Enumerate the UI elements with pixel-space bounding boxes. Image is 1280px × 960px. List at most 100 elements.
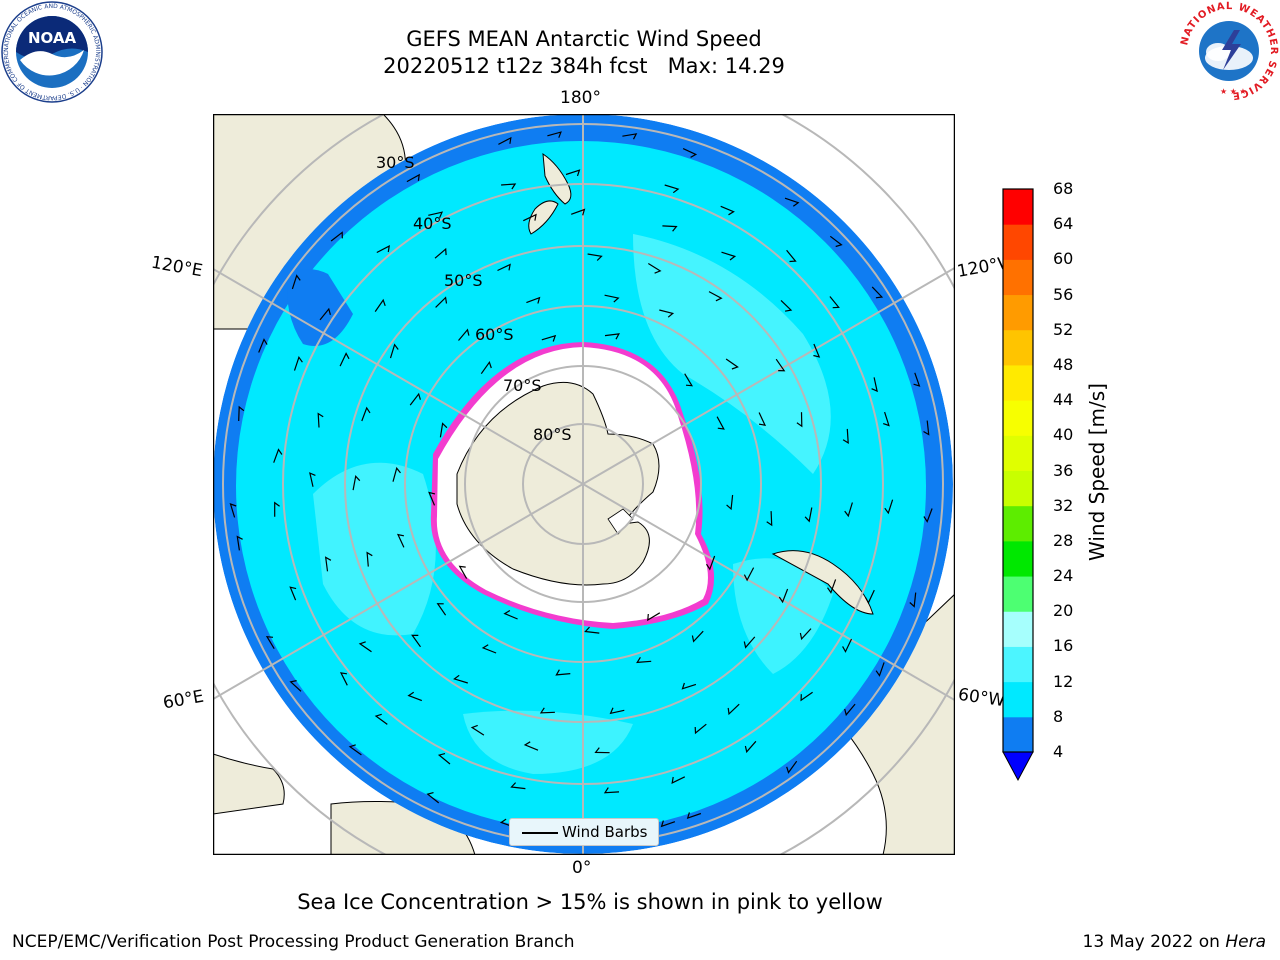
wind-barb [409,392,421,406]
wind-barb [555,669,571,676]
wind-barbs [229,131,933,835]
wind-barb [784,197,800,207]
wind-barb [273,448,283,463]
wind-barb [720,205,735,216]
wind-barb [842,428,849,445]
wind-barb [265,635,275,650]
colorbar-tick-label: 28 [1053,530,1074,550]
colorbar-tick-label: 24 [1053,566,1074,586]
wind-barb [481,644,497,654]
wind-barb [909,592,917,608]
wind-barb [374,298,386,312]
wind-barb [705,555,716,571]
wind-barb [274,501,280,517]
colorbar-segment [1003,716,1033,753]
lon-label-60e: 60°E [161,686,206,714]
colorbar-segment [1003,470,1033,507]
wind-barb [786,249,797,263]
wind-barb [539,707,555,714]
wind-barb [684,373,694,387]
wind-barb-legend-line [522,832,558,834]
wind-barb [510,782,526,790]
wind-barb [238,405,245,422]
wind-barb [804,507,813,523]
colorbar-tick-label: 40 [1053,425,1074,445]
wind-barb [376,245,390,254]
wind-barb [319,307,331,321]
colorbar-tick-label: 68 [1053,179,1074,198]
wind-barb [236,535,243,551]
wind-barb [436,603,447,616]
colorbar-segment [1003,646,1033,683]
wind-barb [647,262,662,274]
colorbar-segment [1003,364,1033,401]
wind-barb [660,820,676,828]
run-date-text: 13 May 2022 on [1082,932,1226,952]
colorbar-segment [1003,576,1033,612]
noaa-logo: NATIONAL OCEANIC AND ATMOSPHERIC ADMINIS… [0,0,103,103]
wind-barb [501,183,517,190]
producer-credit: NCEP/EMC/Verification Post Processing Pr… [12,932,575,952]
wind-barb [871,286,884,299]
colorbar-segment [1003,189,1033,225]
lat-label-70s: 70°S [503,376,542,395]
wind-barb [570,208,586,216]
colorbar-tick-label: 20 [1053,601,1074,621]
wind-barb [366,551,373,567]
lat-label-60s: 60°S [475,325,514,344]
wind-barb [694,723,707,735]
antarctic-map [213,114,955,855]
lon-label-0: 0° [572,858,592,878]
colorbar-segment [1003,681,1033,718]
wind-barb [827,579,837,594]
wind-barb [541,334,557,342]
wind-barb [829,235,843,248]
wind-barb [800,691,813,702]
wind-barb [786,760,798,774]
wind-barb [587,253,603,261]
land-new-zealand-south [528,200,559,235]
wind-barb [470,724,485,736]
run-date: 13 May 2022 on Hera [1083,932,1267,952]
wind-barb [411,634,421,648]
lon-label-180: 180° [560,88,601,108]
wind-barb [609,707,625,715]
noaa-logo-text: NOAA [28,29,77,47]
wind-barb [406,173,420,183]
wind-barb [871,377,878,393]
wind-barb [498,136,512,145]
wind-barb [659,309,675,318]
wind-barb [603,787,620,794]
wind-barb [396,533,405,548]
wind-barbs-legend: Wind Barbs [509,818,659,846]
wind-barb [435,296,448,308]
colorbar [1002,188,1034,782]
wind-barb [923,420,930,436]
wind-barb [584,626,600,634]
wind-barb [497,263,511,272]
wind-barb [662,225,678,232]
svg-text:★ ★ ★: ★ ★ ★ [1220,87,1247,96]
wind-barb [229,503,237,518]
wind-barb [434,247,447,259]
wind-barb [775,358,786,372]
land-antarctica [456,381,660,586]
wind-barb [799,628,812,641]
wind-barb [439,422,448,438]
colorbar-segment [1003,329,1033,366]
wind-barb [547,131,562,138]
lon-label-120e: 120°E [149,252,205,282]
wind-barb [682,148,698,158]
wind-barb [523,741,539,751]
map-frame [213,114,955,855]
wind-barbs-legend-label: Wind Barbs [562,823,648,841]
wind-barb [289,680,302,692]
wind-barb [339,672,348,686]
colorbar-label: Wind Speed [m/s] [1085,383,1109,561]
colorbar-segment [1003,259,1033,296]
colorbar-tick-label: 48 [1053,354,1074,374]
wind-barb [565,169,581,177]
wind-barb [671,776,686,784]
wind-barb [604,333,620,340]
wind-barb [780,299,793,312]
